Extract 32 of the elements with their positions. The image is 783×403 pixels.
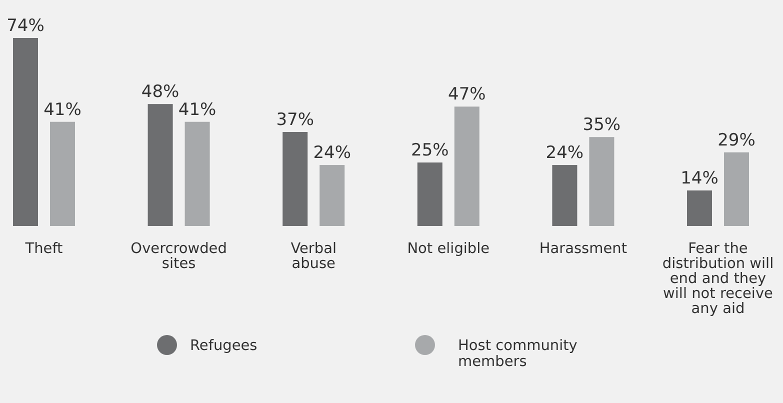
legend-label: Refugees — [190, 338, 258, 354]
x-tick-label: Verbal abuse — [290, 241, 336, 272]
data-label: 24% — [546, 143, 584, 164]
data-label: 41% — [44, 100, 82, 120]
bar — [552, 165, 578, 226]
bar — [320, 165, 345, 226]
x-tick-label: Harassment — [539, 241, 628, 257]
bar — [687, 190, 712, 226]
data-label: 74% — [6, 16, 44, 36]
bar — [50, 122, 75, 226]
x-tick-label: Theft — [24, 241, 64, 257]
data-label: 29% — [718, 130, 756, 150]
bar — [13, 38, 38, 226]
data-label: 47% — [448, 84, 486, 105]
data-label: 25% — [411, 140, 449, 160]
bar — [184, 122, 210, 226]
data-label: 14% — [680, 168, 718, 188]
bar — [454, 106, 480, 226]
x-tick-label: Fear the distribution will end and they will not receive any aid — [662, 241, 774, 317]
bar — [589, 137, 614, 226]
data-label: 37% — [276, 110, 314, 130]
data-label: 41% — [178, 100, 216, 120]
legend-label: Host community members — [458, 338, 578, 370]
x-tick-label: Overcrowded sites — [130, 241, 227, 272]
bar — [282, 132, 308, 226]
bar — [148, 104, 173, 226]
bar — [417, 162, 442, 226]
bar — [724, 152, 749, 226]
data-label: 48% — [141, 82, 180, 102]
data-label: 35% — [582, 115, 621, 136]
x-tick-label: Not eligible — [407, 241, 490, 257]
data-label: 24% — [313, 143, 351, 164]
